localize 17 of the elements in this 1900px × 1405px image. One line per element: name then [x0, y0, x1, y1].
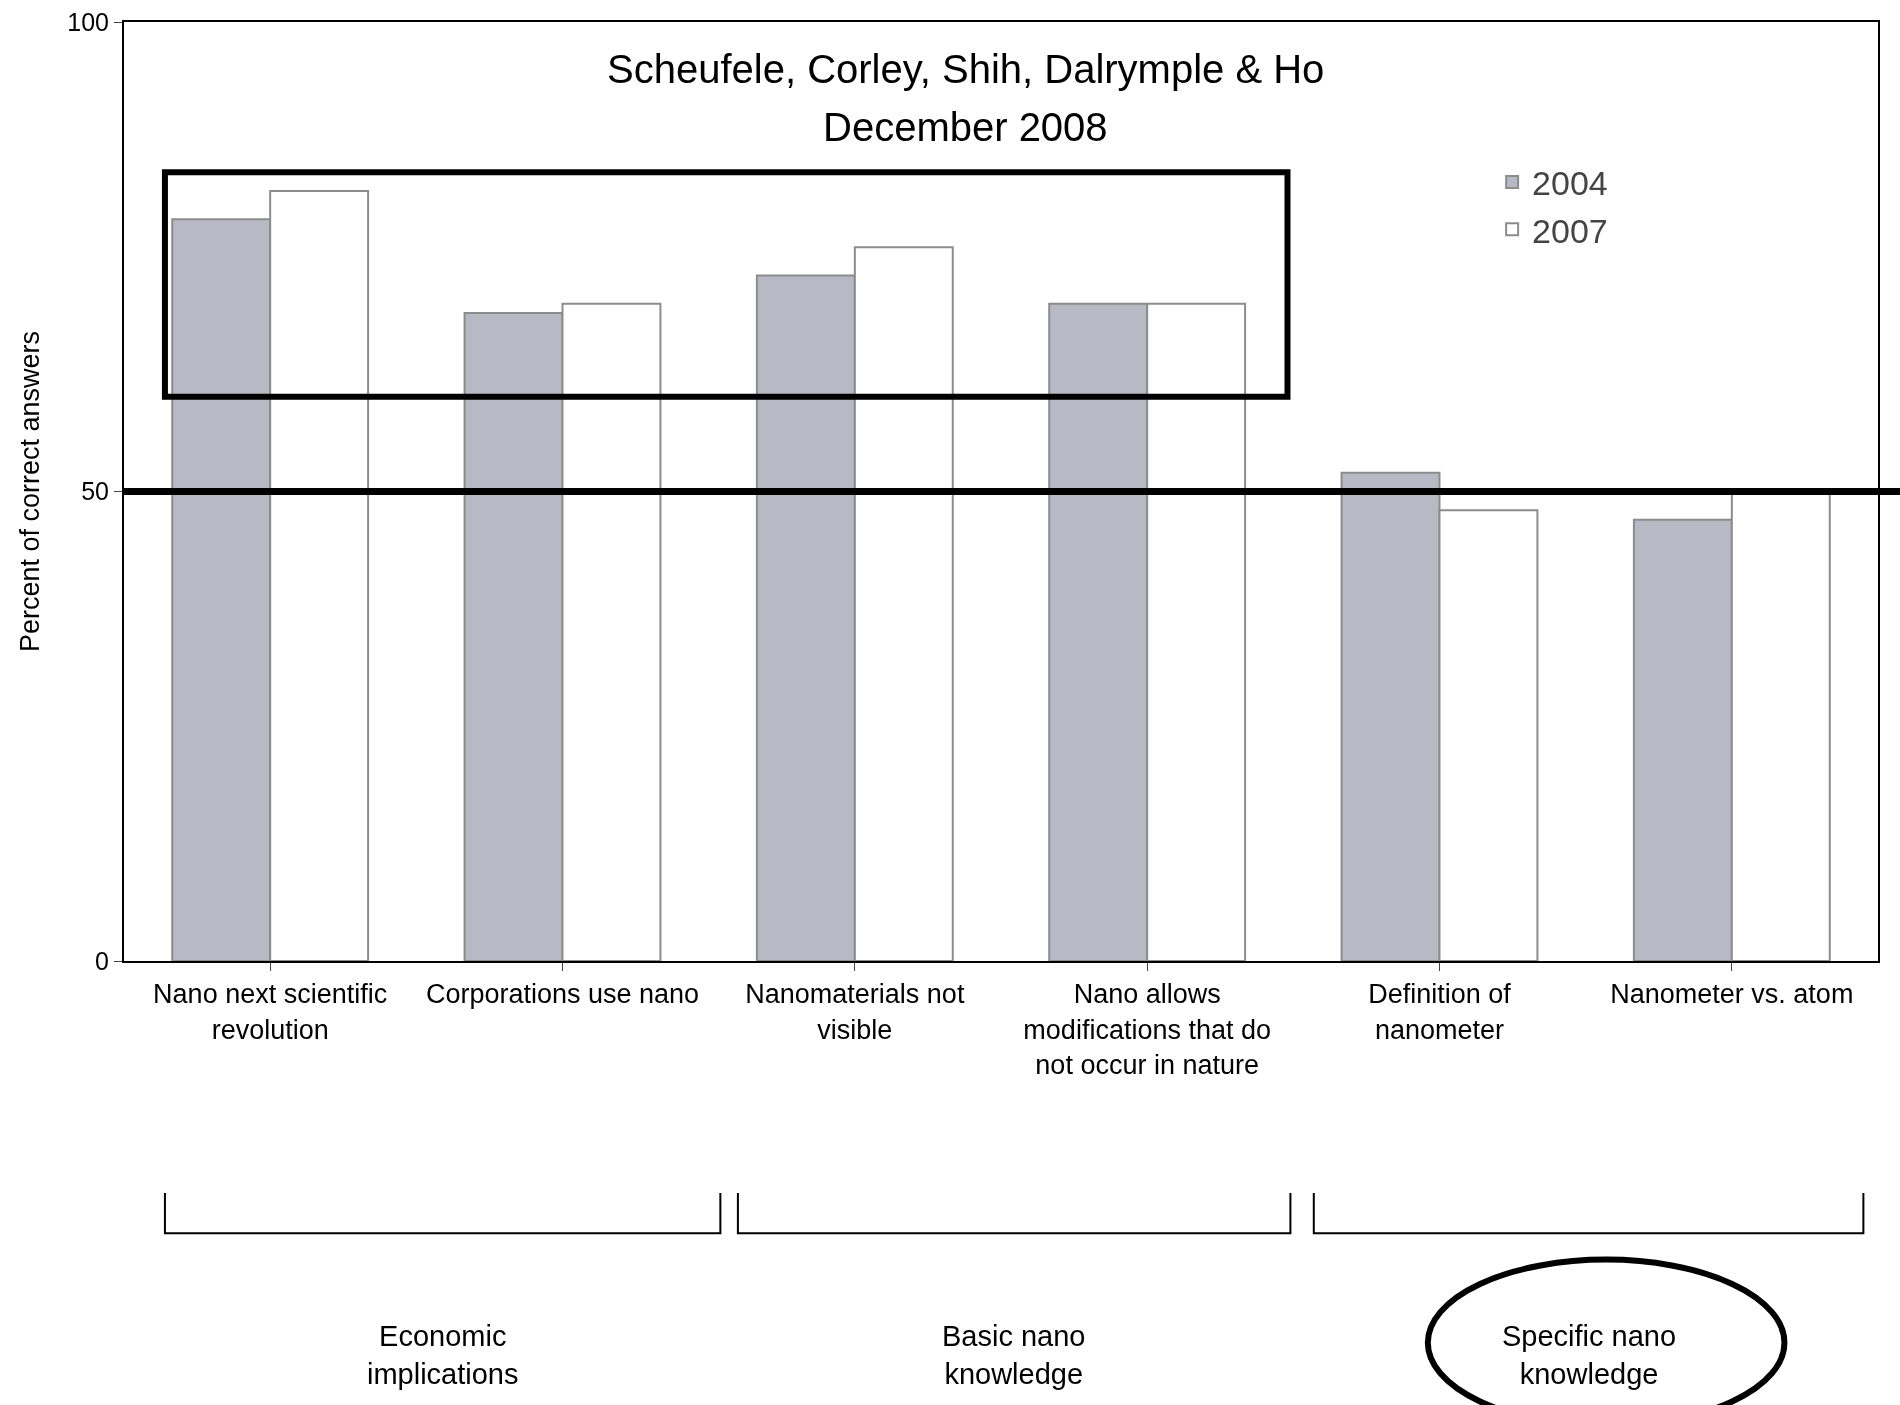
legend-label: 2004 [1532, 164, 1608, 203]
y-tick-label: 0 [95, 946, 109, 975]
x-tick-label: Definition of nanometer [1368, 979, 1512, 1045]
annotation: December 2008 [823, 105, 1108, 149]
x-tick-label: Nano next scientific revolution [153, 979, 388, 1045]
text: Basic nano knowledge [942, 1320, 1086, 1390]
legend-label: 2007 [1532, 211, 1608, 250]
text: Specific nano knowledge [1502, 1320, 1677, 1390]
x-tick-label: Corporations use nano [425, 979, 700, 1010]
y-tick-label: 50 [81, 477, 109, 506]
annotation: Scheufele, Corley, Shih, Dalrymple & Ho [607, 47, 1325, 91]
text: Economic implications [367, 1320, 519, 1390]
y-tick-label: 100 [67, 7, 109, 36]
x-tick-label: Nanomaterials not visible [745, 979, 965, 1045]
x-tick-label: Nano allows modifications that do not occur in nature [1023, 979, 1271, 1080]
y-axis-title: Percent of correct answers [14, 330, 45, 653]
x-tick-label: Nanometer vs. atom [1610, 979, 1854, 1010]
